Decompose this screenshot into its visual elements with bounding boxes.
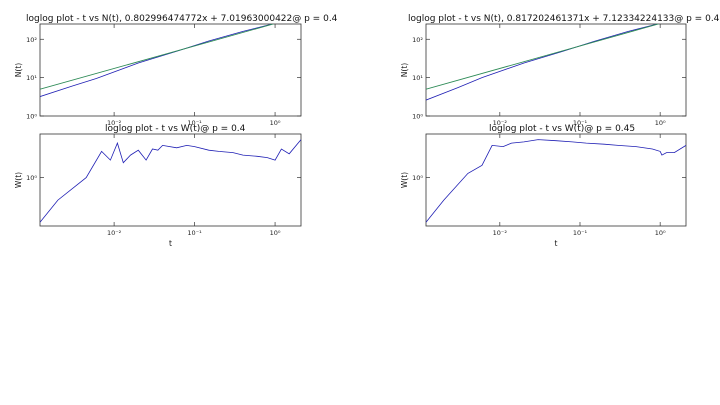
y-tick-label: 10⁰ — [26, 113, 37, 121]
y-tick-label: 10² — [412, 36, 423, 44]
chart-title: loglog plot - t vs N(t), 0.802996474772x… — [26, 14, 338, 24]
x-tick-label: 10⁻² — [107, 229, 122, 237]
y-tick-label: 10¹ — [412, 74, 423, 82]
x-tick-label: 10⁰ — [655, 229, 666, 237]
x-tick-label: 10⁰ — [655, 119, 666, 127]
y-axis-label: W(t) — [400, 172, 409, 188]
y-axis-label: W(t) — [14, 172, 23, 188]
x-tick-label: 10⁻¹ — [187, 229, 202, 237]
chart-title: loglog plot - t vs N(t), 0.817202461371x… — [408, 14, 720, 24]
y-axis-label: N(t) — [400, 63, 409, 77]
chart-title: loglog plot - t vs W(t)@ p = 0.45 — [489, 124, 635, 134]
y-tick-label: 10⁰ — [412, 174, 423, 182]
chart-title: loglog plot - t vs W(t)@ p = 0.4 — [105, 124, 246, 134]
fit-line — [426, 24, 660, 90]
plot-frame — [39, 133, 302, 227]
x-axis-label: t — [169, 239, 172, 248]
data-line — [426, 139, 686, 223]
plot-frame — [425, 23, 687, 117]
x-tick-label: 10⁰ — [270, 119, 281, 127]
y-axis-label: N(t) — [14, 63, 23, 77]
x-tick-label: 10⁻¹ — [187, 119, 202, 127]
x-tick-label: 10⁻² — [493, 119, 508, 127]
y-tick-label: 10⁰ — [26, 174, 37, 182]
x-axis-label: t — [555, 239, 558, 248]
chart-panel-3: loglog plot - t vs N(t), 0.817202461371x… — [400, 14, 720, 127]
fit-line — [40, 24, 275, 90]
y-tick-label: 10¹ — [26, 74, 37, 82]
plot-frame — [39, 23, 302, 117]
plot-frame — [425, 133, 687, 227]
x-tick-label: 10⁰ — [270, 229, 281, 237]
chart-panel-1: loglog plot - t vs N(t), 0.802996474772x… — [14, 14, 338, 127]
data-line — [426, 24, 660, 101]
x-tick-label: 10⁻² — [493, 229, 508, 237]
x-tick-label: 10⁻¹ — [573, 229, 588, 237]
chart-panel-4: loglog plot - t vs W(t)@ p = 0.45 10⁻² 10⁻… — [400, 124, 687, 248]
x-tick-label: 10⁻¹ — [573, 119, 588, 127]
y-tick-label: 10⁰ — [412, 113, 423, 121]
x-tick-label: 10⁻² — [107, 119, 122, 127]
data-line — [40, 139, 301, 223]
chart-panel-2: loglog plot - t vs W(t)@ p = 0.4 10⁻² 10⁻¹… — [14, 124, 302, 248]
y-tick-label: 10² — [26, 36, 37, 44]
